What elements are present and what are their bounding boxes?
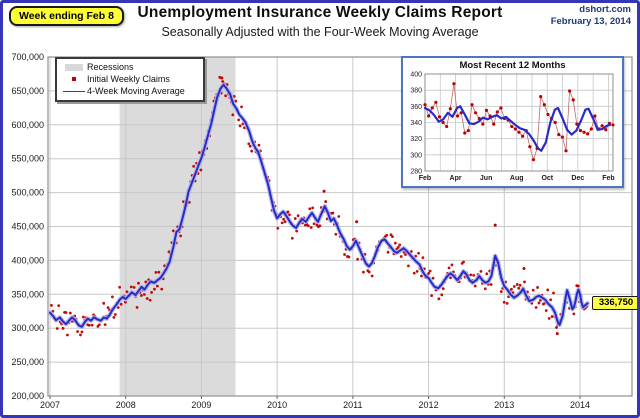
y-tick-label: 250,000 [11, 357, 44, 367]
y-tick-label: 200,000 [11, 391, 44, 401]
x-tick-label: 2010 [267, 400, 287, 410]
y-tick-label: 500,000 [11, 188, 44, 198]
y-tick-label: 600,000 [11, 120, 44, 130]
inset-chart: 400 380 360 340 320 300 280 Feb Apr Jun Aug Oct Dec F… [401, 56, 624, 188]
page-title: Unemployment Insurance Weekly Claims Rep… [137, 4, 503, 21]
inset-x-tick-label: Apr [450, 175, 462, 182]
plot-border [47, 56, 633, 397]
x-tick-label: 2012 [419, 400, 439, 410]
axis-tick-labels: 700,000 650,000 600,000 550,000 500,000 450,0… [11, 52, 590, 410]
inset-y-tick-label: 320 [410, 136, 422, 143]
x-tick-label: 2013 [494, 400, 514, 410]
source-site: dshort.com [579, 4, 631, 15]
inset-y-tick-label: 400 [410, 72, 422, 79]
inset-x-tick-label: Aug [510, 175, 524, 182]
x-tick-label: 2014 [570, 400, 590, 410]
y-tick-label: 350,000 [11, 289, 44, 299]
x-tick-label: 2008 [116, 400, 136, 410]
inset-y-tick-label: 380 [410, 88, 422, 95]
legend-item-weekly-claims: Initial Weekly Claims [61, 73, 199, 85]
recession-swatch [65, 63, 83, 71]
inset-x-tick-label: Feb [419, 175, 431, 182]
moving-average-line-swatch [63, 90, 85, 92]
inset-y-tick-label: 300 [410, 152, 422, 159]
inset-x-tick-label: Jun [480, 175, 492, 182]
y-tick-label: 700,000 [11, 52, 44, 62]
y-tick-label: 400,000 [11, 255, 44, 265]
legend-label-moving-average: 4-Week Moving Average [87, 86, 185, 96]
y-tick-label: 650,000 [11, 86, 44, 96]
moving-average-line [47, 82, 590, 330]
source-date: February 13, 2014 [550, 16, 631, 28]
inset-moving-average-line [423, 105, 611, 152]
legend-item-recessions: Recessions [61, 61, 199, 73]
page-subtitle: Seasonally Adjusted with the Four-Week M… [161, 25, 479, 39]
inset-x-tick-label: Dec [571, 175, 584, 182]
inset-x-tick-label: Oct [541, 175, 553, 182]
x-tick-label: 2011 [343, 400, 362, 410]
legend: Recessions Initial Weekly Claims 4-Week … [55, 57, 205, 102]
inset-y-tick-label: 340 [410, 120, 422, 127]
y-tick-label: 300,000 [11, 323, 44, 333]
inset-x-tick-label: Feb [602, 175, 614, 182]
week-ending-badge: Week ending Feb 8 [9, 6, 124, 26]
inset-y-tick-label: 280 [410, 169, 422, 176]
latest-value-callout: 336,750 [592, 296, 640, 310]
inset-y-tick-label: 360 [410, 104, 422, 111]
legend-label-recessions: Recessions [87, 62, 134, 72]
source-block: dshort.com February 13, 2014 [551, 4, 631, 29]
legend-label-weekly-claims: Initial Weekly Claims [87, 74, 170, 84]
weekly-claims-dot-swatch [72, 77, 76, 81]
y-tick-label: 550,000 [11, 154, 44, 164]
legend-item-moving-average: 4-Week Moving Average [61, 85, 199, 97]
inset-weekly-claims [423, 82, 615, 162]
x-tick-label: 2009 [191, 400, 211, 410]
x-tick-label: 2007 [40, 400, 60, 410]
inset-title: Most Recent 12 Months [459, 60, 566, 71]
y-tick-label: 450,000 [11, 222, 44, 232]
